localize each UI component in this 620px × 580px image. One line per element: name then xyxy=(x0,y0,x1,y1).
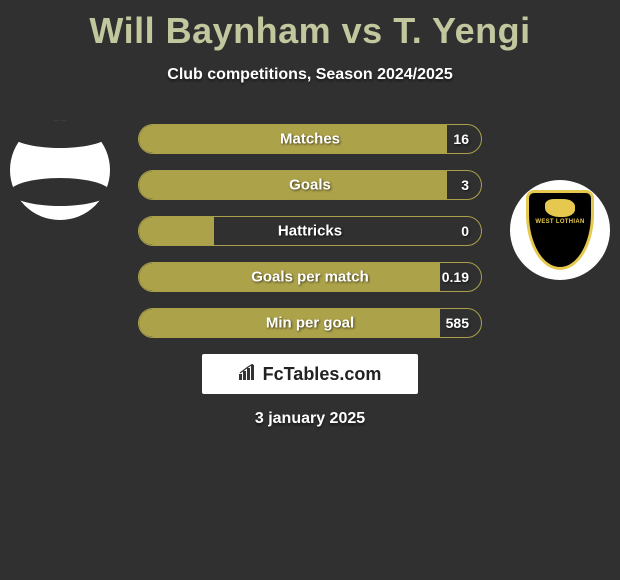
stat-value: 3 xyxy=(461,177,469,193)
page-title: Will Baynham vs T. Yengi xyxy=(0,0,620,52)
avatar-shape xyxy=(10,178,110,206)
stat-label: Hattricks xyxy=(278,223,342,240)
stat-value: 585 xyxy=(446,315,469,331)
player-left-avatar xyxy=(10,120,110,220)
stat-label: Goals per match xyxy=(251,269,369,286)
club-crest: WEST LOTHIAN xyxy=(526,190,594,270)
stat-row-mpg: Min per goal 585 xyxy=(138,308,482,338)
crest-text: WEST LOTHIAN xyxy=(535,219,584,225)
chart-icon xyxy=(239,364,259,385)
stat-row-goals: Goals 3 xyxy=(138,170,482,200)
stat-label: Min per goal xyxy=(266,315,354,332)
stat-value: 0.19 xyxy=(442,269,469,285)
page-subtitle: Club competitions, Season 2024/2025 xyxy=(0,66,620,84)
crest-lion-icon xyxy=(545,199,575,217)
avatar-shape xyxy=(10,120,110,148)
stat-bars: Matches 16 Goals 3 Hattricks 0 Goals per… xyxy=(138,124,482,354)
stat-value: 16 xyxy=(453,131,469,147)
player-right-avatar: WEST LOTHIAN xyxy=(510,180,610,280)
stat-label: Matches xyxy=(280,131,340,148)
stat-value: 0 xyxy=(461,223,469,239)
stat-label: Goals xyxy=(289,177,331,194)
stat-row-hattricks: Hattricks 0 xyxy=(138,216,482,246)
date-text: 3 january 2025 xyxy=(255,410,365,428)
source-logo: FcTables.com xyxy=(202,354,418,394)
source-logo-text: FcTables.com xyxy=(263,364,382,385)
stat-row-gpm: Goals per match 0.19 xyxy=(138,262,482,292)
stat-fill xyxy=(139,217,214,245)
stat-row-matches: Matches 16 xyxy=(138,124,482,154)
